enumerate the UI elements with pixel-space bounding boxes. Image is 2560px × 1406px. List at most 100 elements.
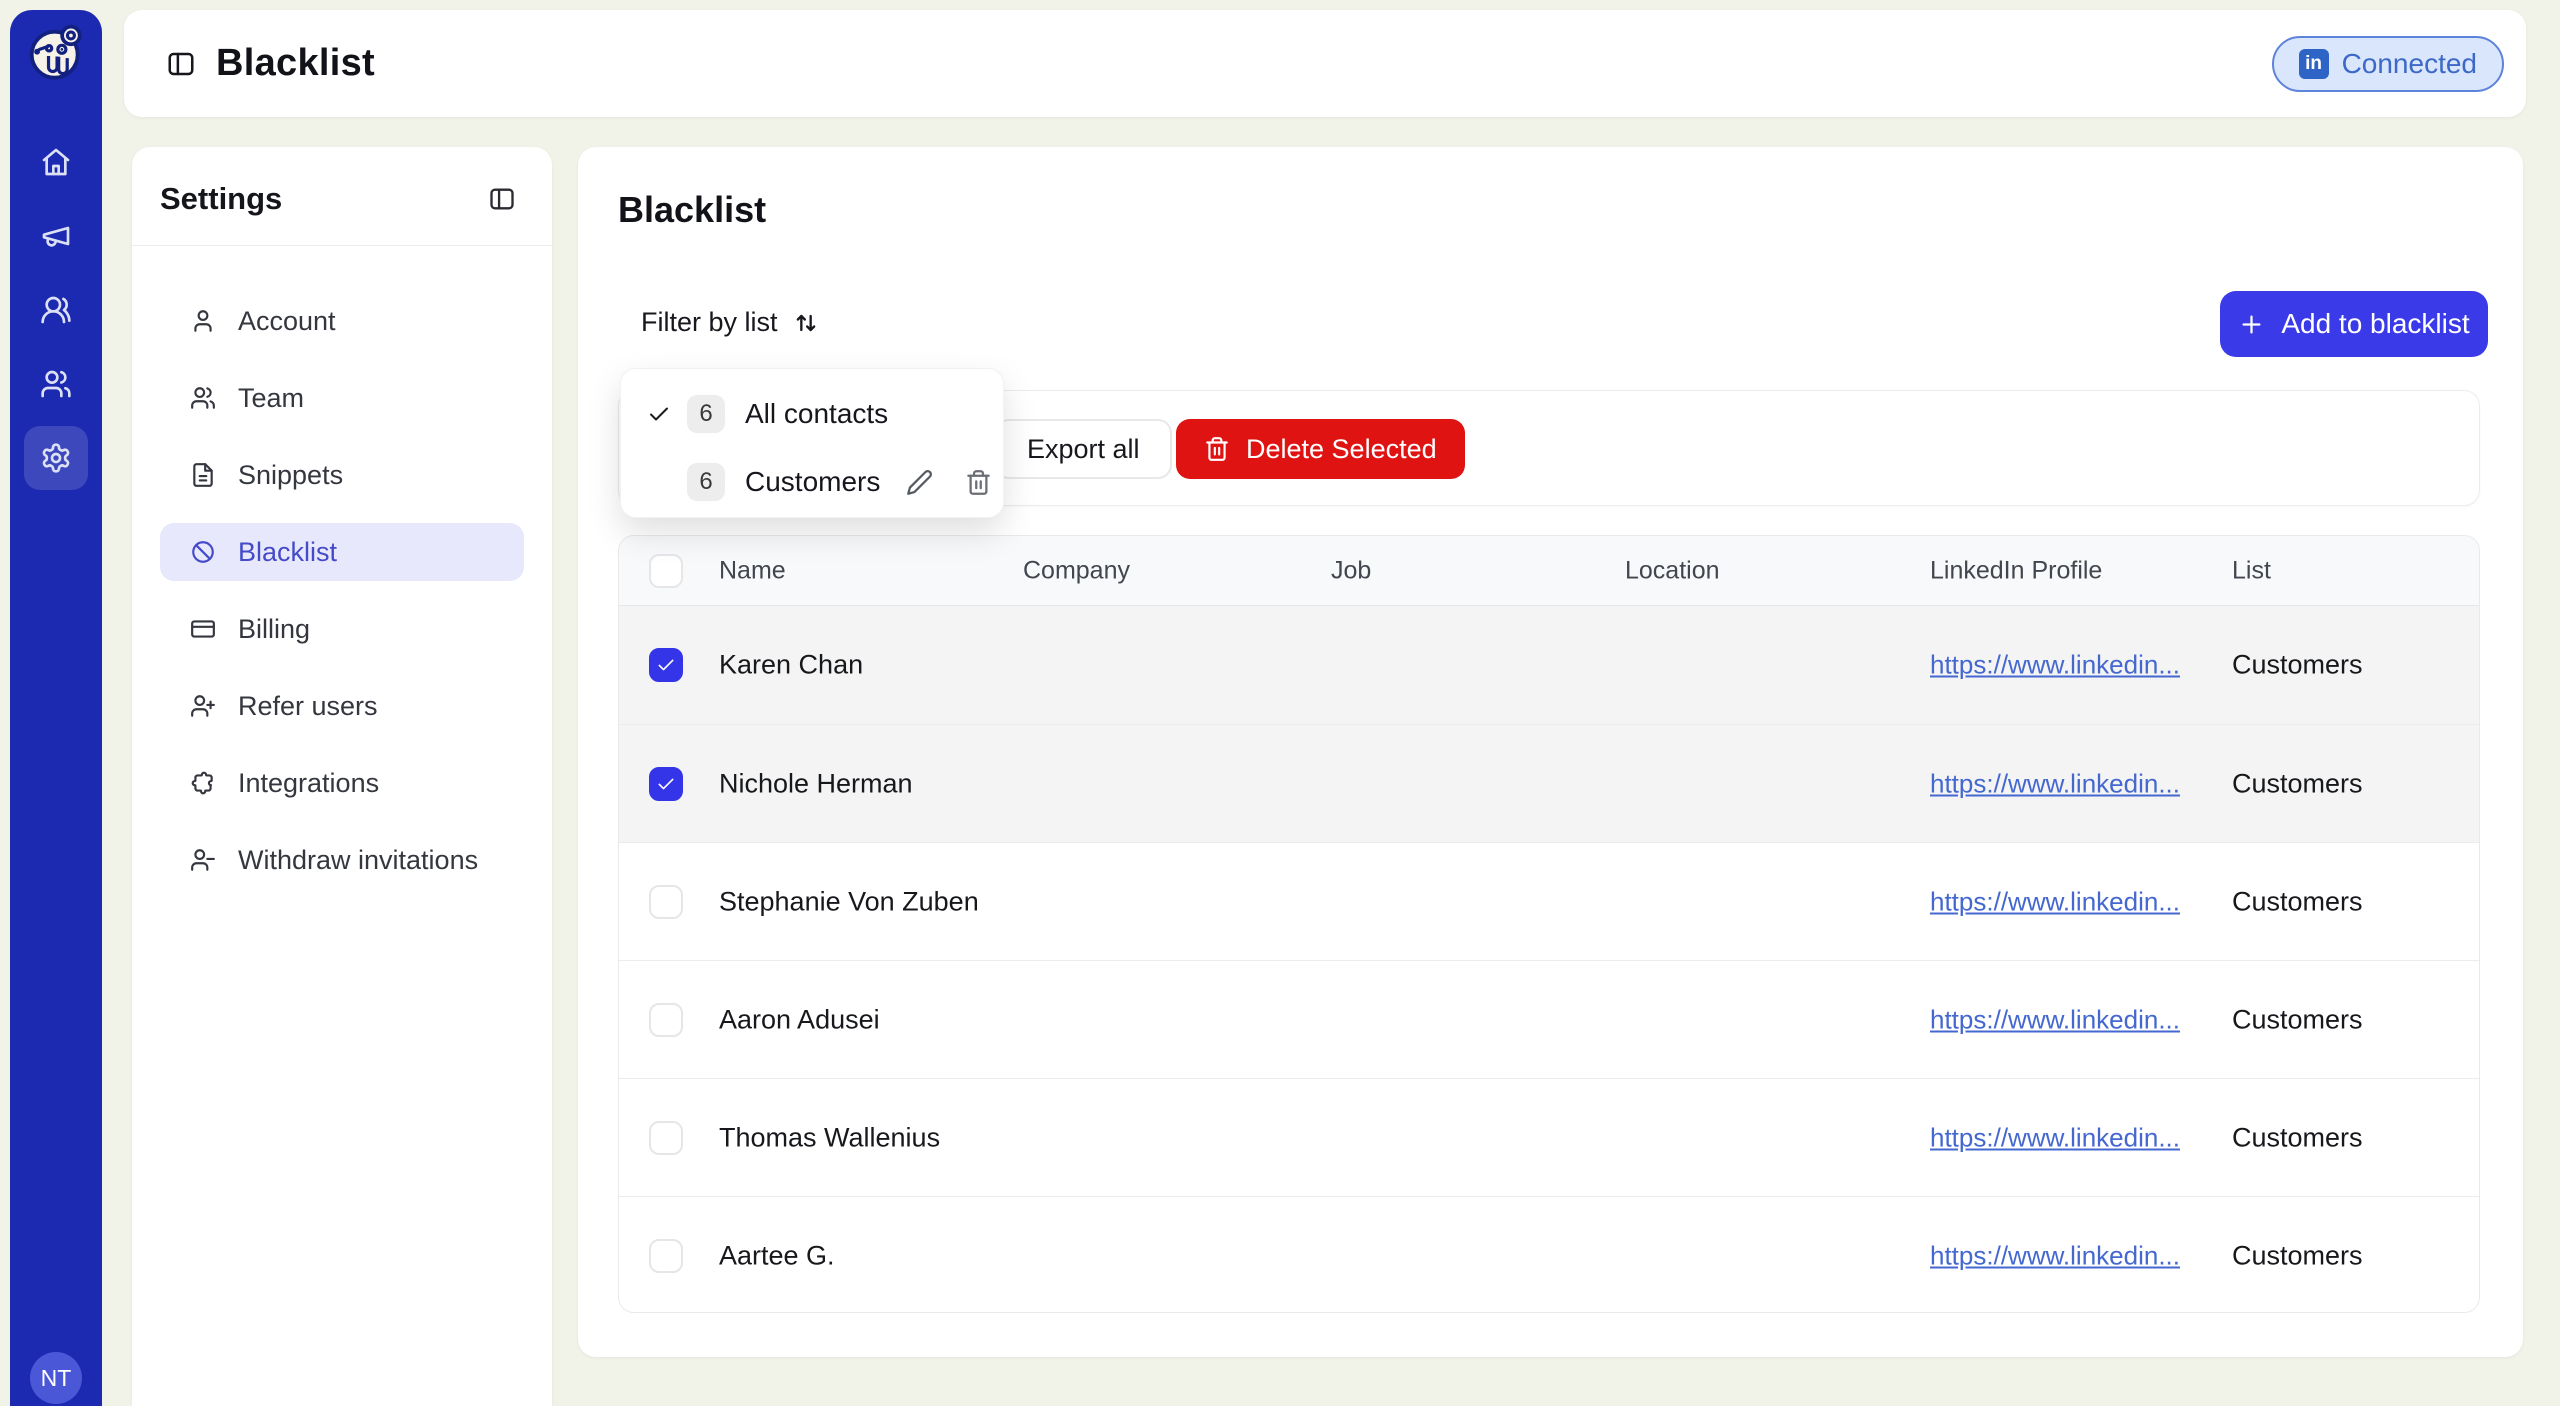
settings-nav-label: Team	[238, 382, 305, 413]
column-header-linkedin-profile: LinkedIn Profile	[1930, 556, 2103, 584]
file-text-icon	[190, 462, 216, 488]
cell-list: Customers	[2232, 1240, 2363, 1270]
settings-nav-snippets[interactable]: Snippets	[160, 446, 524, 504]
user-icon	[190, 308, 216, 334]
botdog-logo-icon[interactable]	[24, 20, 88, 84]
add-to-blacklist-label: Add to blacklist	[2281, 308, 2470, 339]
cell-name: Aartee G.	[719, 1240, 835, 1270]
cell-name: Nichole Herman	[719, 768, 913, 798]
select-all-checkbox[interactable]	[649, 553, 683, 588]
plus-icon	[2238, 311, 2265, 338]
settings-nav-label: Refer users	[238, 690, 378, 721]
linkedin-profile-link[interactable]: https://www.linkedin...	[1930, 649, 2180, 680]
settings-nav-refer-users[interactable]: Refer users	[160, 677, 524, 735]
column-header-company: Company	[1023, 556, 1130, 584]
linkedin-profile-link[interactable]: https://www.linkedin...	[1930, 1240, 2180, 1270]
cell-list: Customers	[2232, 768, 2363, 798]
cell-linkedin-profile: https://www.linkedin...	[1930, 768, 2180, 799]
section-title: Blacklist	[618, 189, 767, 230]
settings-nav-billing[interactable]: Billing	[160, 600, 524, 658]
sidebar-item-people[interactable]	[40, 368, 72, 400]
settings-nav-label: Billing	[238, 613, 311, 644]
cell-name: Stephanie Von Zuben	[719, 886, 979, 916]
cell-linkedin-profile: https://www.linkedin...	[1930, 1122, 2180, 1153]
user-minus-icon	[190, 847, 216, 873]
settings-panel: Settings Account Team Snippets Blacklist Bil…	[132, 147, 552, 1406]
settings-nav-blacklist[interactable]: Blacklist	[160, 523, 524, 581]
settings-nav-withdraw-invitations[interactable]: Withdraw invitations	[160, 831, 524, 889]
sidebar-item-campaigns[interactable]	[40, 220, 72, 252]
linkedin-icon: in	[2298, 48, 2329, 79]
user-avatar[interactable]: NT	[30, 1352, 82, 1404]
cell-list: Customers	[2232, 649, 2363, 680]
arrow-up-down-icon	[792, 309, 820, 337]
settings-nav-label: Blacklist	[238, 536, 338, 567]
settings-nav-label: Integrations	[238, 767, 380, 798]
user-plus-icon	[190, 693, 216, 719]
delete-list-icon[interactable]	[965, 469, 992, 496]
row-checkbox[interactable]	[649, 1238, 683, 1273]
list-option-label: Customers	[745, 466, 881, 497]
page-title: Blacklist	[216, 42, 376, 84]
table-row-thomas-wallenius: Thomas Wallenius https://www.linkedin... C…	[619, 1078, 2479, 1196]
cell-list: Customers	[2232, 1122, 2363, 1152]
export-all-button[interactable]: Export all	[995, 419, 1172, 479]
table-row-aartee-g-: Aartee G. https://www.linkedin... Customer…	[619, 1196, 2479, 1312]
settings-nav-integrations[interactable]: Integrations	[160, 754, 524, 812]
settings-nav-team[interactable]: Team	[160, 369, 524, 427]
ban-icon	[190, 539, 216, 565]
list-option-label: All contacts	[745, 398, 889, 429]
connected-label: Connected	[2341, 47, 2477, 79]
table-row-nichole-herman: Nichole Herman https://www.linkedin... Cus…	[619, 724, 2479, 842]
list-option-all-contacts[interactable]: 6 All contacts	[621, 386, 1003, 442]
cell-name: Aaron Adusei	[719, 1004, 880, 1034]
filter-by-list[interactable]: Filter by list	[641, 307, 820, 338]
cell-linkedin-profile: https://www.linkedin...	[1930, 1004, 2180, 1035]
delete-selected-label: Delete Selected	[1246, 433, 1437, 464]
delete-selected-button[interactable]: Delete Selected	[1176, 419, 1465, 479]
settings-nav-label: Withdraw invitations	[238, 844, 479, 875]
cell-linkedin-profile: https://www.linkedin...	[1930, 1240, 2180, 1271]
table-body: Karen Chan https://www.linkedin... Custome…	[619, 606, 2479, 1312]
sidebar-item-home[interactable]	[40, 146, 72, 178]
trash-icon	[1204, 436, 1230, 462]
linkedin-profile-link[interactable]: https://www.linkedin...	[1930, 886, 2180, 916]
row-checkbox[interactable]	[649, 884, 683, 919]
settings-nav-account[interactable]: Account	[160, 292, 524, 350]
column-header-location: Location	[1625, 556, 1720, 584]
cell-linkedin-profile: https://www.linkedin...	[1930, 886, 2180, 917]
linkedin-profile-link[interactable]: https://www.linkedin...	[1930, 1004, 2180, 1034]
filter-label: Filter by list	[641, 307, 778, 337]
edit-list-icon[interactable]	[906, 469, 933, 496]
cell-list: Customers	[2232, 1004, 2363, 1034]
row-checkbox[interactable]	[649, 766, 683, 801]
linkedin-profile-link[interactable]: https://www.linkedin...	[1930, 1122, 2180, 1152]
connected-badge[interactable]: in Connected	[2271, 35, 2504, 92]
list-option-customers[interactable]: 6 Customers	[621, 454, 1003, 510]
table-row-stephanie-von-zuben: Stephanie Von Zuben https://www.linkedin.…	[619, 842, 2479, 960]
sidebar-item-settings[interactable]	[24, 426, 88, 490]
blacklist-table: Name Company Job Location LinkedIn Profile Li…	[618, 535, 2480, 1313]
row-checkbox[interactable]	[649, 648, 683, 682]
sidebar-item-contacts[interactable]	[40, 294, 72, 326]
list-count-badge: 6	[687, 395, 725, 433]
sidebar-nav	[10, 146, 102, 490]
row-checkbox[interactable]	[649, 1002, 683, 1037]
cell-name: Karen Chan	[719, 649, 864, 680]
row-checkbox[interactable]	[649, 1120, 683, 1155]
settings-nav: Account Team Snippets Blacklist Billing Refer…	[132, 292, 552, 889]
panel-left-icon[interactable]	[166, 49, 196, 79]
settings-nav-label: Snippets	[238, 459, 344, 490]
table-header: Name Company Job Location LinkedIn Profile Li…	[619, 536, 2479, 606]
users-icon	[190, 385, 216, 411]
credit-card-icon	[190, 616, 216, 642]
linkedin-profile-link[interactable]: https://www.linkedin...	[1930, 768, 2180, 798]
table-row-aaron-adusei: Aaron Adusei https://www.linkedin... Custo…	[619, 960, 2479, 1078]
column-header-list: List	[2232, 556, 2271, 584]
list-filter-dropdown: 6 All contacts 6 Customers	[620, 368, 1004, 518]
table-row-karen-chan: Karen Chan https://www.linkedin... Custome…	[619, 606, 2479, 724]
cell-list: Customers	[2232, 886, 2363, 916]
app-sidebar: NT	[10, 10, 102, 1406]
add-to-blacklist-button[interactable]: Add to blacklist	[2220, 291, 2488, 357]
settings-collapse-icon[interactable]	[488, 185, 516, 213]
